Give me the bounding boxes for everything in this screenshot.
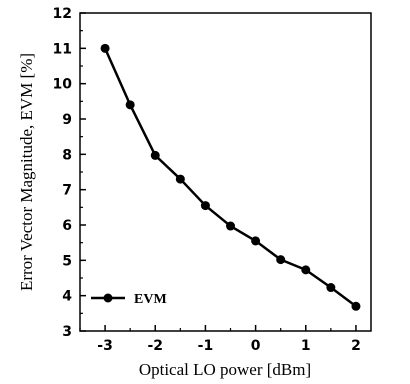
- y-tick-label: 9: [62, 112, 72, 128]
- evm-data-point: [301, 265, 311, 275]
- y-axis-ticks: 3 4 5 6 7 8 9 10 11 12: [53, 6, 86, 340]
- legend-label: EVM: [134, 292, 167, 307]
- x-tick-label: -2: [147, 338, 163, 354]
- plot-frame: [79, 12, 372, 332]
- evm-data-point: [276, 255, 286, 265]
- y-tick-label: 3: [62, 324, 72, 340]
- y-tick-label: 12: [53, 6, 72, 22]
- evm-data-point: [326, 283, 336, 293]
- legend-marker: [103, 293, 113, 303]
- evm-data-point: [150, 150, 160, 160]
- x-tick-label: 2: [351, 338, 361, 354]
- y-tick-label: 4: [62, 289, 72, 305]
- y-tick-label: 8: [62, 147, 72, 163]
- x-axis-ticks: -3 -2 -1 0 1 2: [79, 325, 361, 354]
- x-tick-label: -1: [198, 338, 214, 354]
- y-tick-label: 5: [62, 253, 72, 269]
- evm-series-line: [103, 47, 357, 308]
- evm-data-point: [100, 43, 110, 53]
- evm-data-point: [200, 201, 210, 211]
- series-layer: [100, 43, 361, 311]
- x-axis-title: Optical LO power [dBm]: [139, 360, 311, 379]
- evm-data-point: [125, 100, 135, 110]
- evm-data-point: [251, 236, 261, 246]
- x-tick-label: -3: [97, 338, 113, 354]
- y-tick-label: 6: [62, 218, 72, 234]
- y-axis-title: Error Vector Magnitude, EVM [%]: [17, 53, 36, 291]
- evm-data-point: [175, 174, 185, 184]
- evm-data-point: [351, 301, 361, 311]
- y-tick-label: 11: [53, 41, 72, 57]
- x-tick-label: 0: [251, 338, 261, 354]
- legend: EVM: [91, 292, 167, 307]
- y-tick-label: 7: [62, 183, 72, 199]
- x-tick-label: 1: [301, 338, 311, 354]
- evm-data-point: [226, 221, 236, 231]
- y-tick-label: 10: [53, 77, 73, 93]
